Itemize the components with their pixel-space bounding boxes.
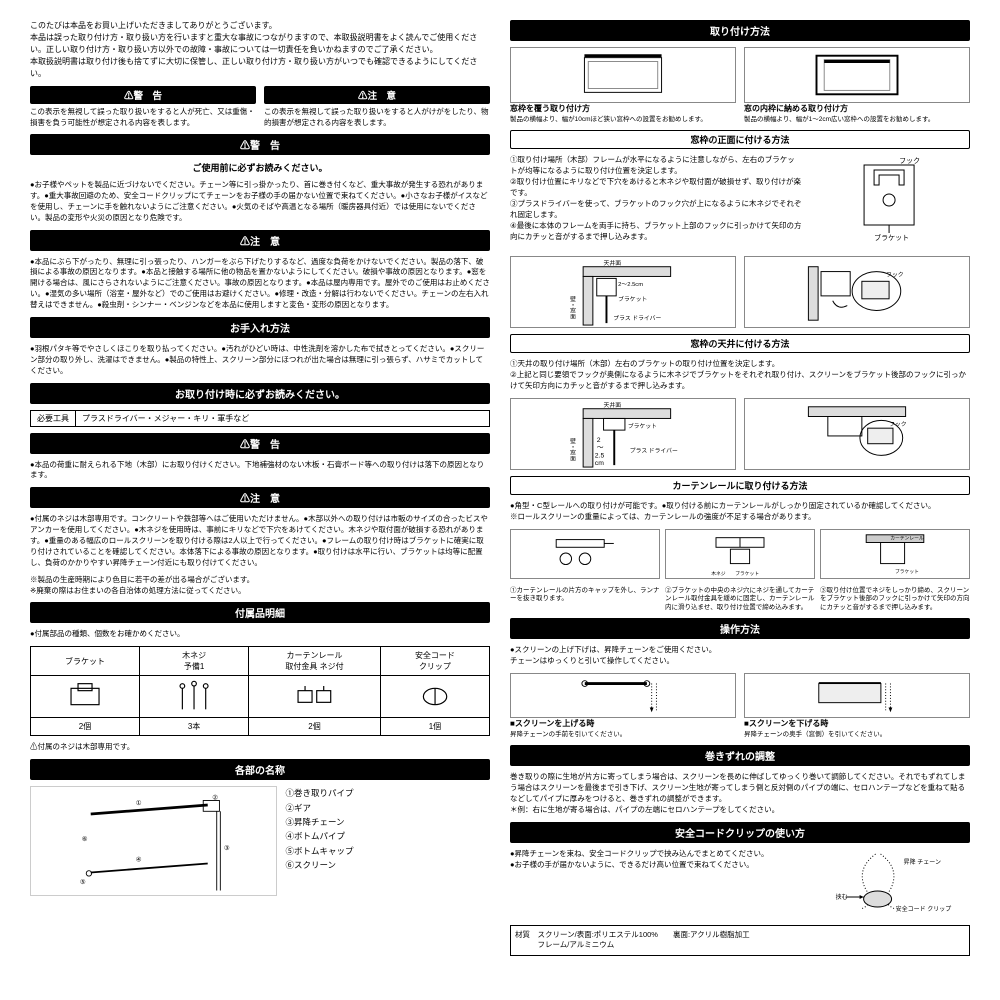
count-clip: 1個 xyxy=(380,718,489,736)
svg-text:プラス ドライバー: プラス ドライバー xyxy=(613,316,661,323)
warning-header: ⚠警 告 xyxy=(30,86,256,104)
count-screw: 3本 xyxy=(140,718,249,736)
svg-text:昇降 チェーン: 昇降 チェーン xyxy=(903,858,940,866)
warning-use-text: ●お子様やペットを製品に近づけないでください。チェーン等に引っ掛かったり、首に巻… xyxy=(30,180,490,224)
col-screw: 木ネジ 予備1 xyxy=(140,647,249,676)
svg-text:ブラケット: ブラケット xyxy=(735,570,759,577)
op-up-diagram xyxy=(510,673,736,718)
col-clip: 安全コード クリップ xyxy=(380,647,489,676)
read-before-use: ご使用前に必ずお読みください。 xyxy=(30,161,490,174)
care-header: お手入れ方法 xyxy=(30,317,490,338)
install-read-header: お取り付け時に必ずお読みください。 xyxy=(30,383,490,404)
op-up-text: 昇降チェーンの手前を引いてください。 xyxy=(510,731,736,739)
tools-text: プラスドライバー・メジャー・キリ・軍手など xyxy=(76,411,489,426)
cover-text: 製品の横幅より、幅が10cmほど狭い窓枠への設置をお勧めします。 xyxy=(510,116,736,124)
svg-text:②: ② xyxy=(212,795,218,802)
svg-text:壁・窓面: 壁・窓面 xyxy=(568,295,575,320)
count-railfit: 2個 xyxy=(249,718,381,736)
mounting-header: 取り付け方法 xyxy=(510,20,970,41)
rail-diag-1 xyxy=(510,529,660,579)
part-names-list: ①巻き取りパイプ ②ギア ③昇降チェーン ④ボトムパイプ ⑤ボトムキャップ ⑥ス… xyxy=(285,786,490,896)
svg-text:ブラケット: ブラケット xyxy=(618,295,647,303)
tools-label: 必要工具 xyxy=(31,411,76,426)
svg-text:④: ④ xyxy=(136,857,142,864)
rail-diag-2: 木ネジ ブラケット xyxy=(665,529,815,579)
svg-text:壁・窓面: 壁・窓面 xyxy=(568,437,575,462)
parts-table: ブラケット 木ネジ 予備1 カーテンレール 取付金具 ネジ付 安全コード クリッ… xyxy=(30,646,490,736)
production-notes: ※製品の生産時期により色目に若干の差が出る場合がございます。 ※廃棄の際はお住ま… xyxy=(30,575,490,597)
ceiling-diagram-1: 天井面 壁・窓面 2〜2.5cm ブラケット プラス ドライバー xyxy=(510,398,736,470)
clip-text: ●昇降チェーンを束ね、安全コードクリップで挟み込んでまとめてください。 ●お子様… xyxy=(510,849,775,919)
svg-text:フック: フック xyxy=(889,421,907,428)
rail-note: ●角型・C型レールへの取り付けが可能です。●取り付ける前にカーテンレールがしっか… xyxy=(510,501,970,523)
inside-title: 窓の内枠に納める取り付け方 xyxy=(744,103,970,114)
parts-footnote: ⚠付属のネジは木部専用です。 xyxy=(30,742,490,753)
caution-header: ⚠注 意 xyxy=(264,86,490,104)
warning-desc: この表示を無視して誤った取り扱いをすると人が死亡、又は重傷・損害を負う可能性が想… xyxy=(30,107,256,128)
svg-text:③: ③ xyxy=(224,845,230,852)
parts-diagram: ① ② ③ ④ ⑤ ⑥ xyxy=(30,786,277,896)
op-down-text: 昇降チェーンの奥手（窓側）を引いてください。 xyxy=(744,731,970,739)
front-diagram-2: フック xyxy=(744,256,970,328)
material-box: 材質 スクリーン/表面:ポリエステル100% 裏面:アクリル樹脂加工 フレーム/… xyxy=(510,925,970,956)
parts-header: 付属品明細 xyxy=(30,602,490,623)
ceiling-mount-header: 窓枠の天井に付ける方法 xyxy=(510,334,970,353)
svg-text:①: ① xyxy=(136,800,142,807)
parts-note: ●付属部品の種類、個数をお確かめください。 xyxy=(30,629,490,640)
col-railfit: カーテンレール 取付金具 ネジ付 xyxy=(249,647,381,676)
ceiling-steps: ①天井の取り付け場所（木部）左右のブラケットの取り付け位置を決定します。 ②上記… xyxy=(510,359,970,392)
svg-text:カーテンレール: カーテンレール xyxy=(890,535,924,541)
svg-text:安全コード クリップ: 安全コード クリップ xyxy=(895,905,951,913)
caution-use-text: ●本品にぶら下がったり、無理に引っ張ったり、ハンガーをぶら下げたりするなど、過度… xyxy=(30,257,490,311)
count-bracket: 2個 xyxy=(31,718,140,736)
svg-text:ブラケット: ブラケット xyxy=(628,422,657,430)
install-caution-bar: ⚠注 意 xyxy=(30,487,490,508)
rail-step-1: ①カーテンレールの片方のキャップを外し、ランナーを抜き取ります。 xyxy=(510,587,660,612)
svg-text:ブラケット: ブラケット xyxy=(874,233,909,242)
adjust-text: 巻き取りの際に生地が片方に寄ってしまう場合は、スクリーンを長めに伸ばしてゆっくり… xyxy=(510,772,970,816)
adjust-header: 巻きずれの調整 xyxy=(510,745,970,766)
svg-text:⑥: ⑥ xyxy=(82,836,88,843)
svg-text:⑤: ⑤ xyxy=(80,879,86,886)
svg-text:フック: フック xyxy=(886,272,904,279)
cover-title: 窓枠を覆う取り付け方 xyxy=(510,103,736,114)
rail-mount-header: カーテンレールに取り付ける方法 xyxy=(510,476,970,495)
hook-diagram: フック ブラケット xyxy=(808,155,970,250)
operation-header: 操作方法 xyxy=(510,618,970,639)
clip-diagram: 昇降 チェーン 安全コード クリップ 挟む xyxy=(781,849,970,919)
svg-text:フック: フック xyxy=(899,157,920,165)
svg-text:木ネジ: 木ネジ xyxy=(711,570,726,577)
caution-bar: ⚠注 意 xyxy=(30,230,490,251)
install-warn-bar: ⚠警 告 xyxy=(30,433,490,454)
inside-text: 製品の横幅より、幅が1〜2cm広い窓枠への設置をお勧めします。 xyxy=(744,116,970,124)
svg-text:ブラケット: ブラケット xyxy=(895,568,919,575)
svg-text:2〜2.5cm: 2〜2.5cm xyxy=(618,283,643,289)
rail-step-3: ③取り付け位置でネジをしっかり締め、スクリーンをブラケット後部のフックに引っかけ… xyxy=(820,587,970,612)
svg-text:2〜2.5cm: 2〜2.5cm xyxy=(595,437,605,467)
care-text: ●羽根パタキ等でやさしくほこりを取り払ってください。●汚れがひどい時は、中性洗剤… xyxy=(30,344,490,377)
operation-note: ●スクリーンの上げ下げは、昇降チェーンをご使用ください。 チェーンはゆっくりと引… xyxy=(510,645,970,667)
svg-text:天井面: 天井面 xyxy=(604,259,622,267)
clip-header: 安全コードクリップの使い方 xyxy=(510,822,970,843)
rail-step-2: ②ブラケットの中央のネジ穴にネジを通してカーテンレール取付金具を緩めに固定し、カ… xyxy=(665,587,815,612)
inside-mount-diagram xyxy=(744,47,970,103)
install-caution-text: ●付属のネジは木部専用です。コンクリートや鉄部等へはご使用いただけません。●木部… xyxy=(30,514,490,568)
intro-text: このたびは本品をお買い上げいただきましてありがとうございます。 本品は誤った取り… xyxy=(30,20,490,80)
warning-bar: ⚠警 告 xyxy=(30,134,490,155)
front-steps: ①取り付け場所（木部）フレームが水平になるように注意しながら、左右のブラケットが… xyxy=(510,155,802,250)
part-names-header: 各部の名称 xyxy=(30,759,490,780)
caution-desc: この表示を無視して誤った取り扱いをすると人がけがをしたり、物的損害が想定される内… xyxy=(264,107,490,128)
op-up-title: ■スクリーンを上げる時 xyxy=(510,718,736,729)
op-down-title: ■スクリーンを下げる時 xyxy=(744,718,970,729)
front-diagram-1: 天井面 壁・窓面 2〜2.5cm ブラケット プラス ドライバー xyxy=(510,256,736,328)
install-warn-text: ●本品の荷重に耐えられる下地（木部）にお取り付けください。下地補強材のない木板・… xyxy=(30,460,490,482)
svg-text:天井面: 天井面 xyxy=(604,401,622,409)
op-down-diagram xyxy=(744,673,970,718)
ceiling-diagram-2: フック xyxy=(744,398,970,470)
svg-text:プラス ドライバー: プラス ドライバー xyxy=(630,448,678,455)
rail-diag-3: カーテンレールブラケット xyxy=(820,529,970,579)
col-bracket: ブラケット xyxy=(31,647,140,676)
front-mount-header: 窓枠の正面に付ける方法 xyxy=(510,130,970,149)
cover-mount-diagram xyxy=(510,47,736,103)
